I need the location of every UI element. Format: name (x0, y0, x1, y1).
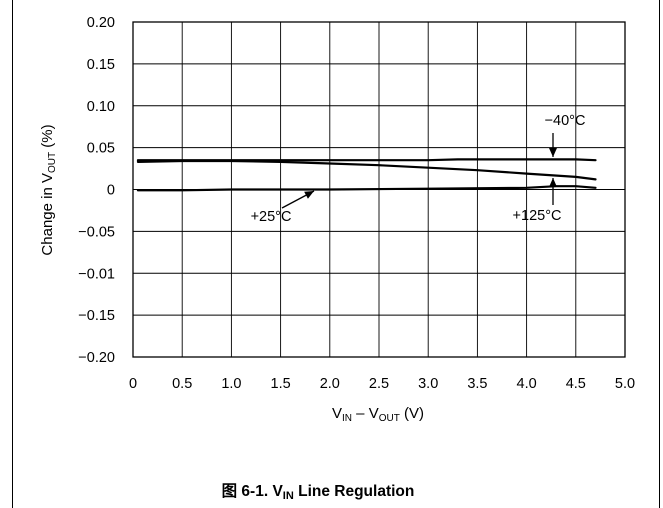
annotation-arrow-head (549, 178, 557, 187)
x-tick-label: 3.0 (418, 376, 438, 392)
y-tick-labels: 0.20 0.15 0.10 0.05 0 −0.05 −0.01 −0.15 −0.20 (78, 15, 115, 366)
annotations: −40°C +125°C +25°C (251, 113, 586, 225)
series-line-3 (136, 185, 597, 192)
figure-caption: 图 6-1. VIN Line Regulation (222, 482, 415, 502)
annotation-label: +125°C (513, 208, 562, 224)
plot-border (132, 21, 626, 358)
y-tick-label: −0.01 (78, 266, 115, 282)
x-axis-label: VIN – VOUT (V) (332, 405, 424, 424)
annotation-arrow-head (549, 148, 557, 157)
x-tick-label: 1.0 (221, 376, 241, 392)
series-layer (136, 158, 597, 192)
y-tick-label: 0 (107, 183, 115, 199)
y-tick-label: 0.15 (87, 57, 115, 73)
annotation-label: +25°C (251, 209, 292, 225)
x-tick-label: 1.5 (271, 376, 291, 392)
y-axis-label: Change in VOUT (%) (39, 124, 58, 255)
x-tick-label: 3.5 (467, 376, 487, 392)
y-tick-label: 0.20 (87, 15, 115, 31)
x-tick-label: 4.0 (517, 376, 537, 392)
y-tick-label: 0.10 (87, 99, 115, 115)
x-tick-label: 4.5 (566, 376, 586, 392)
y-tick-label: 0.05 (87, 141, 115, 157)
x-tick-label: 2.5 (369, 376, 389, 392)
annotation-arrow-head (304, 191, 314, 199)
x-tick-labels: 0 0.5 1.0 1.5 2.0 2.5 3.0 3.5 4.0 4.5 5.0 (129, 376, 635, 392)
y-tick-label: −0.15 (78, 308, 115, 324)
series-line-2 (136, 159, 597, 181)
x-tick-label: 0 (129, 376, 137, 392)
annotation-label: −40°C (545, 113, 586, 129)
y-tick-label: −0.05 (78, 224, 115, 240)
y-tick-label: −0.20 (78, 350, 115, 366)
x-tick-label: 0.5 (172, 376, 192, 392)
x-tick-label: 2.0 (320, 376, 340, 392)
x-tick-label: 5.0 (615, 376, 635, 392)
figure-frame (12, 0, 660, 508)
